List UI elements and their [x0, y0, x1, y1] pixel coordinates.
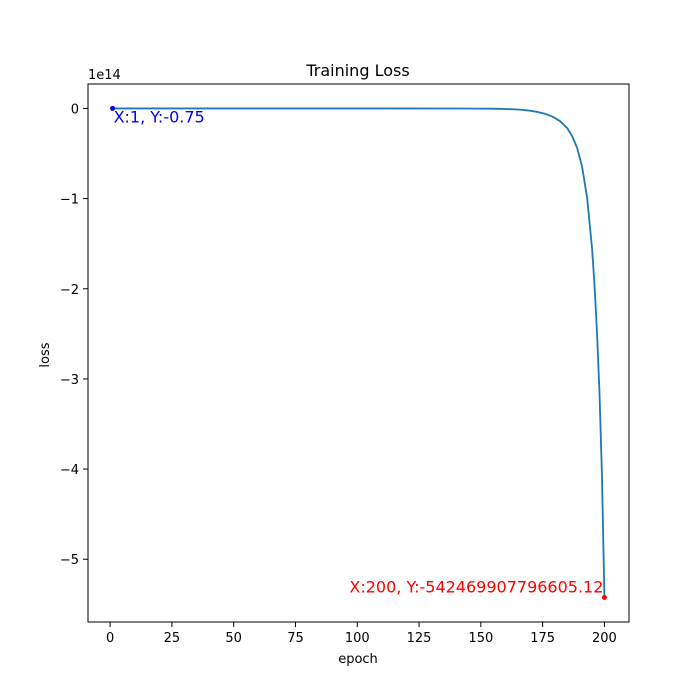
x-tick-label: 25 — [164, 631, 181, 646]
y-offset-label: 1e14 — [88, 68, 121, 83]
y-axis-label: loss — [38, 342, 53, 367]
y-tick-label: −1 — [60, 193, 79, 208]
axes-frame — [87, 83, 630, 623]
chart-title: Training Loss — [305, 61, 409, 80]
x-tick-label: 150 — [468, 631, 493, 646]
x-tick-label: 125 — [407, 631, 432, 646]
x-tick-label: 0 — [106, 631, 114, 646]
end-point-annotation: X:200, Y:-542469907796605.12 — [349, 578, 603, 597]
x-tick-label: 50 — [225, 631, 242, 646]
x-axis-label: epoch — [338, 652, 378, 667]
x-tick-label: 100 — [345, 631, 370, 646]
start-point-marker — [110, 105, 116, 111]
end-point-marker — [601, 595, 607, 601]
x-tick-label: 200 — [592, 631, 617, 646]
start-point-annotation: X:1, Y:-0.75 — [114, 107, 205, 126]
y-tick-label: −3 — [60, 373, 79, 388]
y-tick-label: −2 — [60, 283, 79, 298]
y-tick-label: 0 — [71, 102, 79, 117]
loss-series-line — [112, 107, 606, 598]
x-tick-label: 175 — [530, 631, 555, 646]
x-tick-label: 75 — [287, 631, 304, 646]
plot-area: 0 25 50 75 100 125 150 175 200 0 −1 −2 −3 −4 −5 X:1, Y:… — [60, 102, 617, 646]
y-tick-label: −4 — [60, 463, 79, 478]
y-tick-label: −5 — [60, 553, 79, 568]
